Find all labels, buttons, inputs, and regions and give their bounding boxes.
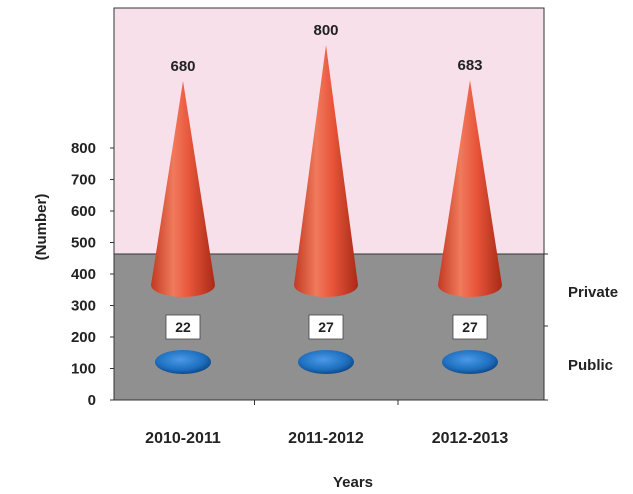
public-disc xyxy=(442,350,498,374)
x-axis-title: Years xyxy=(333,474,373,491)
x-tick-label: 2010-2011 xyxy=(145,430,221,447)
public-value-label: 22 xyxy=(175,319,191,335)
y-tick-label: 0 xyxy=(88,392,96,409)
public-disc xyxy=(155,350,211,374)
x-tick-label: 2012-2013 xyxy=(432,430,509,447)
y-tick-label: 100 xyxy=(71,361,96,378)
y-tick-label: 200 xyxy=(71,329,96,346)
y-tick-label: 300 xyxy=(71,298,96,315)
x-tick-label: 2011-2012 xyxy=(288,430,364,447)
y-tick-label: 700 xyxy=(71,172,96,189)
private-cone xyxy=(151,81,215,297)
legend-private-label: Private xyxy=(568,284,618,301)
private-value-label: 683 xyxy=(457,57,482,74)
private-value-label: 680 xyxy=(170,58,195,75)
public-value-label: 27 xyxy=(462,319,478,335)
public-value-box xyxy=(165,314,201,340)
legend-public-label: Public xyxy=(568,357,613,374)
public-value-box xyxy=(452,314,488,340)
y-axis-title: (Number) xyxy=(33,194,50,261)
y-tick-label: 800 xyxy=(71,140,96,157)
y-tick-label: 600 xyxy=(71,203,96,220)
private-value-label: 800 xyxy=(313,22,338,39)
y-tick-label: 500 xyxy=(71,235,96,252)
public-value-box xyxy=(308,314,344,340)
public-value-label: 27 xyxy=(318,319,334,335)
private-cone xyxy=(438,80,502,297)
y-tick-label: 400 xyxy=(71,266,96,283)
public-disc xyxy=(298,350,354,374)
private-cone xyxy=(294,45,358,297)
